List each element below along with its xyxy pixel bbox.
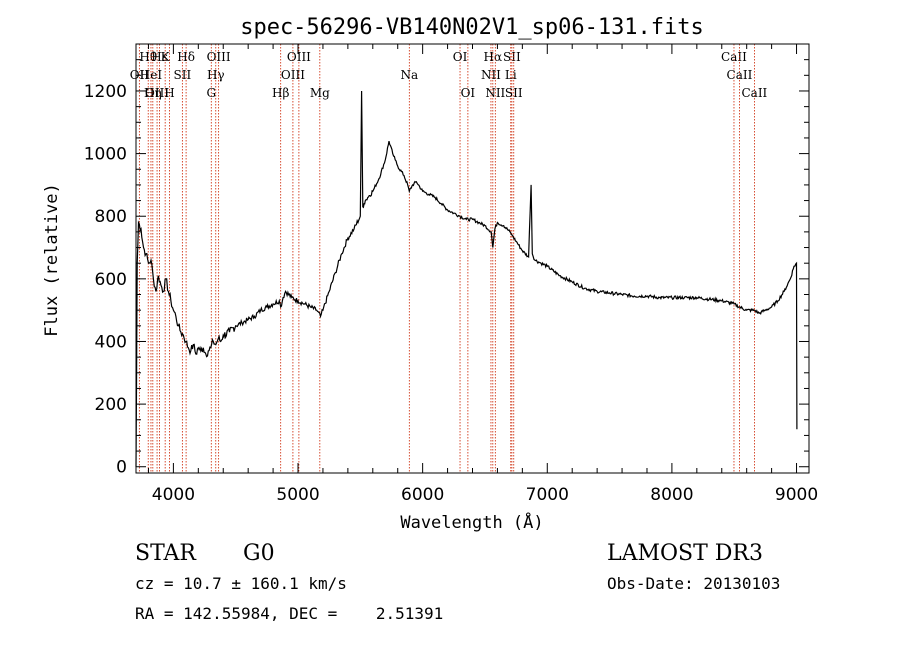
line-marker-label: OIII [287,50,311,64]
line-marker-label: Hδ [177,50,195,64]
y-tick-label: 0 [116,458,127,478]
plot-frame [135,43,810,474]
line-marker-label: OIII [207,50,231,64]
line-marker-label: SII [505,86,523,100]
axis-ticks [136,43,809,473]
chart-title: spec-56296-VB140N02V1_sp06-131.fits [240,15,704,40]
x-tick-label: 4000 [152,485,195,505]
x-tick-labels: 4000 5000 6000 7000 8000 9000 [152,485,818,505]
y-tick-label: 400 [95,332,127,352]
line-marker-label: Na [400,68,418,82]
object-subclass: G0 [243,541,275,566]
line-marker-label: Hα [484,50,503,64]
line-marker-label: OIII [281,68,305,82]
y-tick-label: 800 [95,207,127,227]
line-marker-label: NII [481,68,501,82]
spectrum-series-line [135,90,798,467]
y-tick-label: 1000 [84,145,127,165]
line-marker-label: OI [453,50,468,64]
x-tick-label: 5000 [276,485,319,505]
line-marker-label: CaII [741,86,767,100]
y-tick-label: 200 [95,395,127,415]
line-marker-label: Li [505,68,517,82]
line-marker-label: NII [485,86,505,100]
x-axis-label: Wavelength (Å) [400,511,543,533]
line-marker-label: SII [174,68,192,82]
coords-text: RA = 142.55984, DEC = 2.51391 [135,604,443,623]
obs-date-text: Obs-Date: 20130103 [607,574,780,593]
line-marker-label: H [164,86,174,100]
survey-name: LAMOST DR3 [607,541,763,566]
y-axis-label: Flux (relative) [42,183,62,337]
line-marker-label: K [161,50,171,64]
x-tick-label: 8000 [650,485,693,505]
line-marker-label: Mg [310,86,330,100]
line-marker-label: Hε [151,50,168,64]
x-tick-label: 6000 [401,485,444,505]
x-tick-label: 9000 [775,485,818,505]
line-marker-label: G [206,86,216,100]
line-marker-label: OI [461,86,476,100]
line-marker-label: SII [503,50,521,64]
y-tick-label: 600 [95,270,127,290]
line-marker-label: Hη [144,86,162,100]
y-tick-labels: 0 200 400 600 800 1000 1200 [84,82,127,478]
object-class: STAR [135,541,197,566]
redshift-text: cz = 10.7 ± 160.1 km/s [135,574,347,593]
y-tick-label: 1200 [84,82,127,102]
line-marker-label: HeI [140,68,163,82]
line-marker-label: Hβ [272,86,289,100]
line-marker-label: CaII [727,68,753,82]
line-marker-label: Hγ [207,68,225,82]
x-tick-label: 7000 [526,485,569,505]
line-marker-label: CaII [721,50,747,64]
